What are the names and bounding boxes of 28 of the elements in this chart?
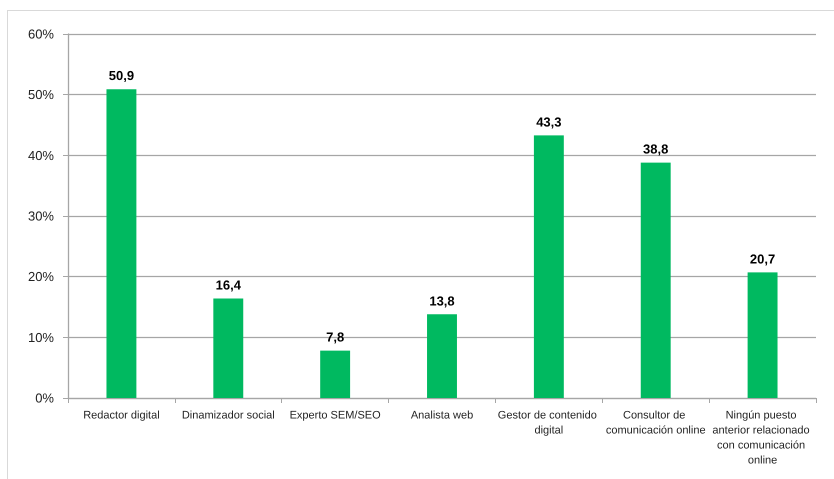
data-label: 43,3	[536, 114, 562, 130]
bar	[427, 314, 457, 398]
x-tick-label: Redactor digital	[83, 410, 160, 422]
data-label: 20,7	[750, 251, 776, 266]
y-tick-label: 30%	[28, 208, 54, 224]
data-label: 13,8	[429, 293, 455, 308]
bar	[640, 162, 671, 398]
y-tick-label: 50%	[28, 87, 54, 102]
data-label: 7,8	[326, 330, 344, 345]
bar	[748, 272, 778, 398]
y-tick-label: 10%	[28, 330, 54, 345]
x-tick-label: Consultor de comunicación online	[606, 410, 706, 436]
x-tick-label: Dinamizador social	[182, 410, 275, 422]
bar	[320, 350, 350, 398]
bar	[534, 135, 564, 398]
y-tick-label: 0%	[35, 390, 54, 406]
x-tick-label: Experto SEM/SEO	[290, 410, 382, 422]
data-label: 50,9	[108, 68, 134, 84]
y-tick-label: 60%	[28, 26, 54, 42]
y-tick-label: 40%	[28, 148, 54, 163]
bar	[106, 89, 136, 398]
data-label: 16,4	[216, 278, 242, 293]
bar	[213, 298, 244, 398]
x-tick-label: Gestor de contenido digital	[498, 410, 600, 436]
x-tick-label: Ningún puesto anterior relacionado con comunicación online	[712, 410, 813, 466]
x-tick-label: Analista web	[410, 410, 474, 422]
data-label: 38,8	[643, 142, 668, 157]
y-tick-label: 20%	[28, 269, 54, 284]
